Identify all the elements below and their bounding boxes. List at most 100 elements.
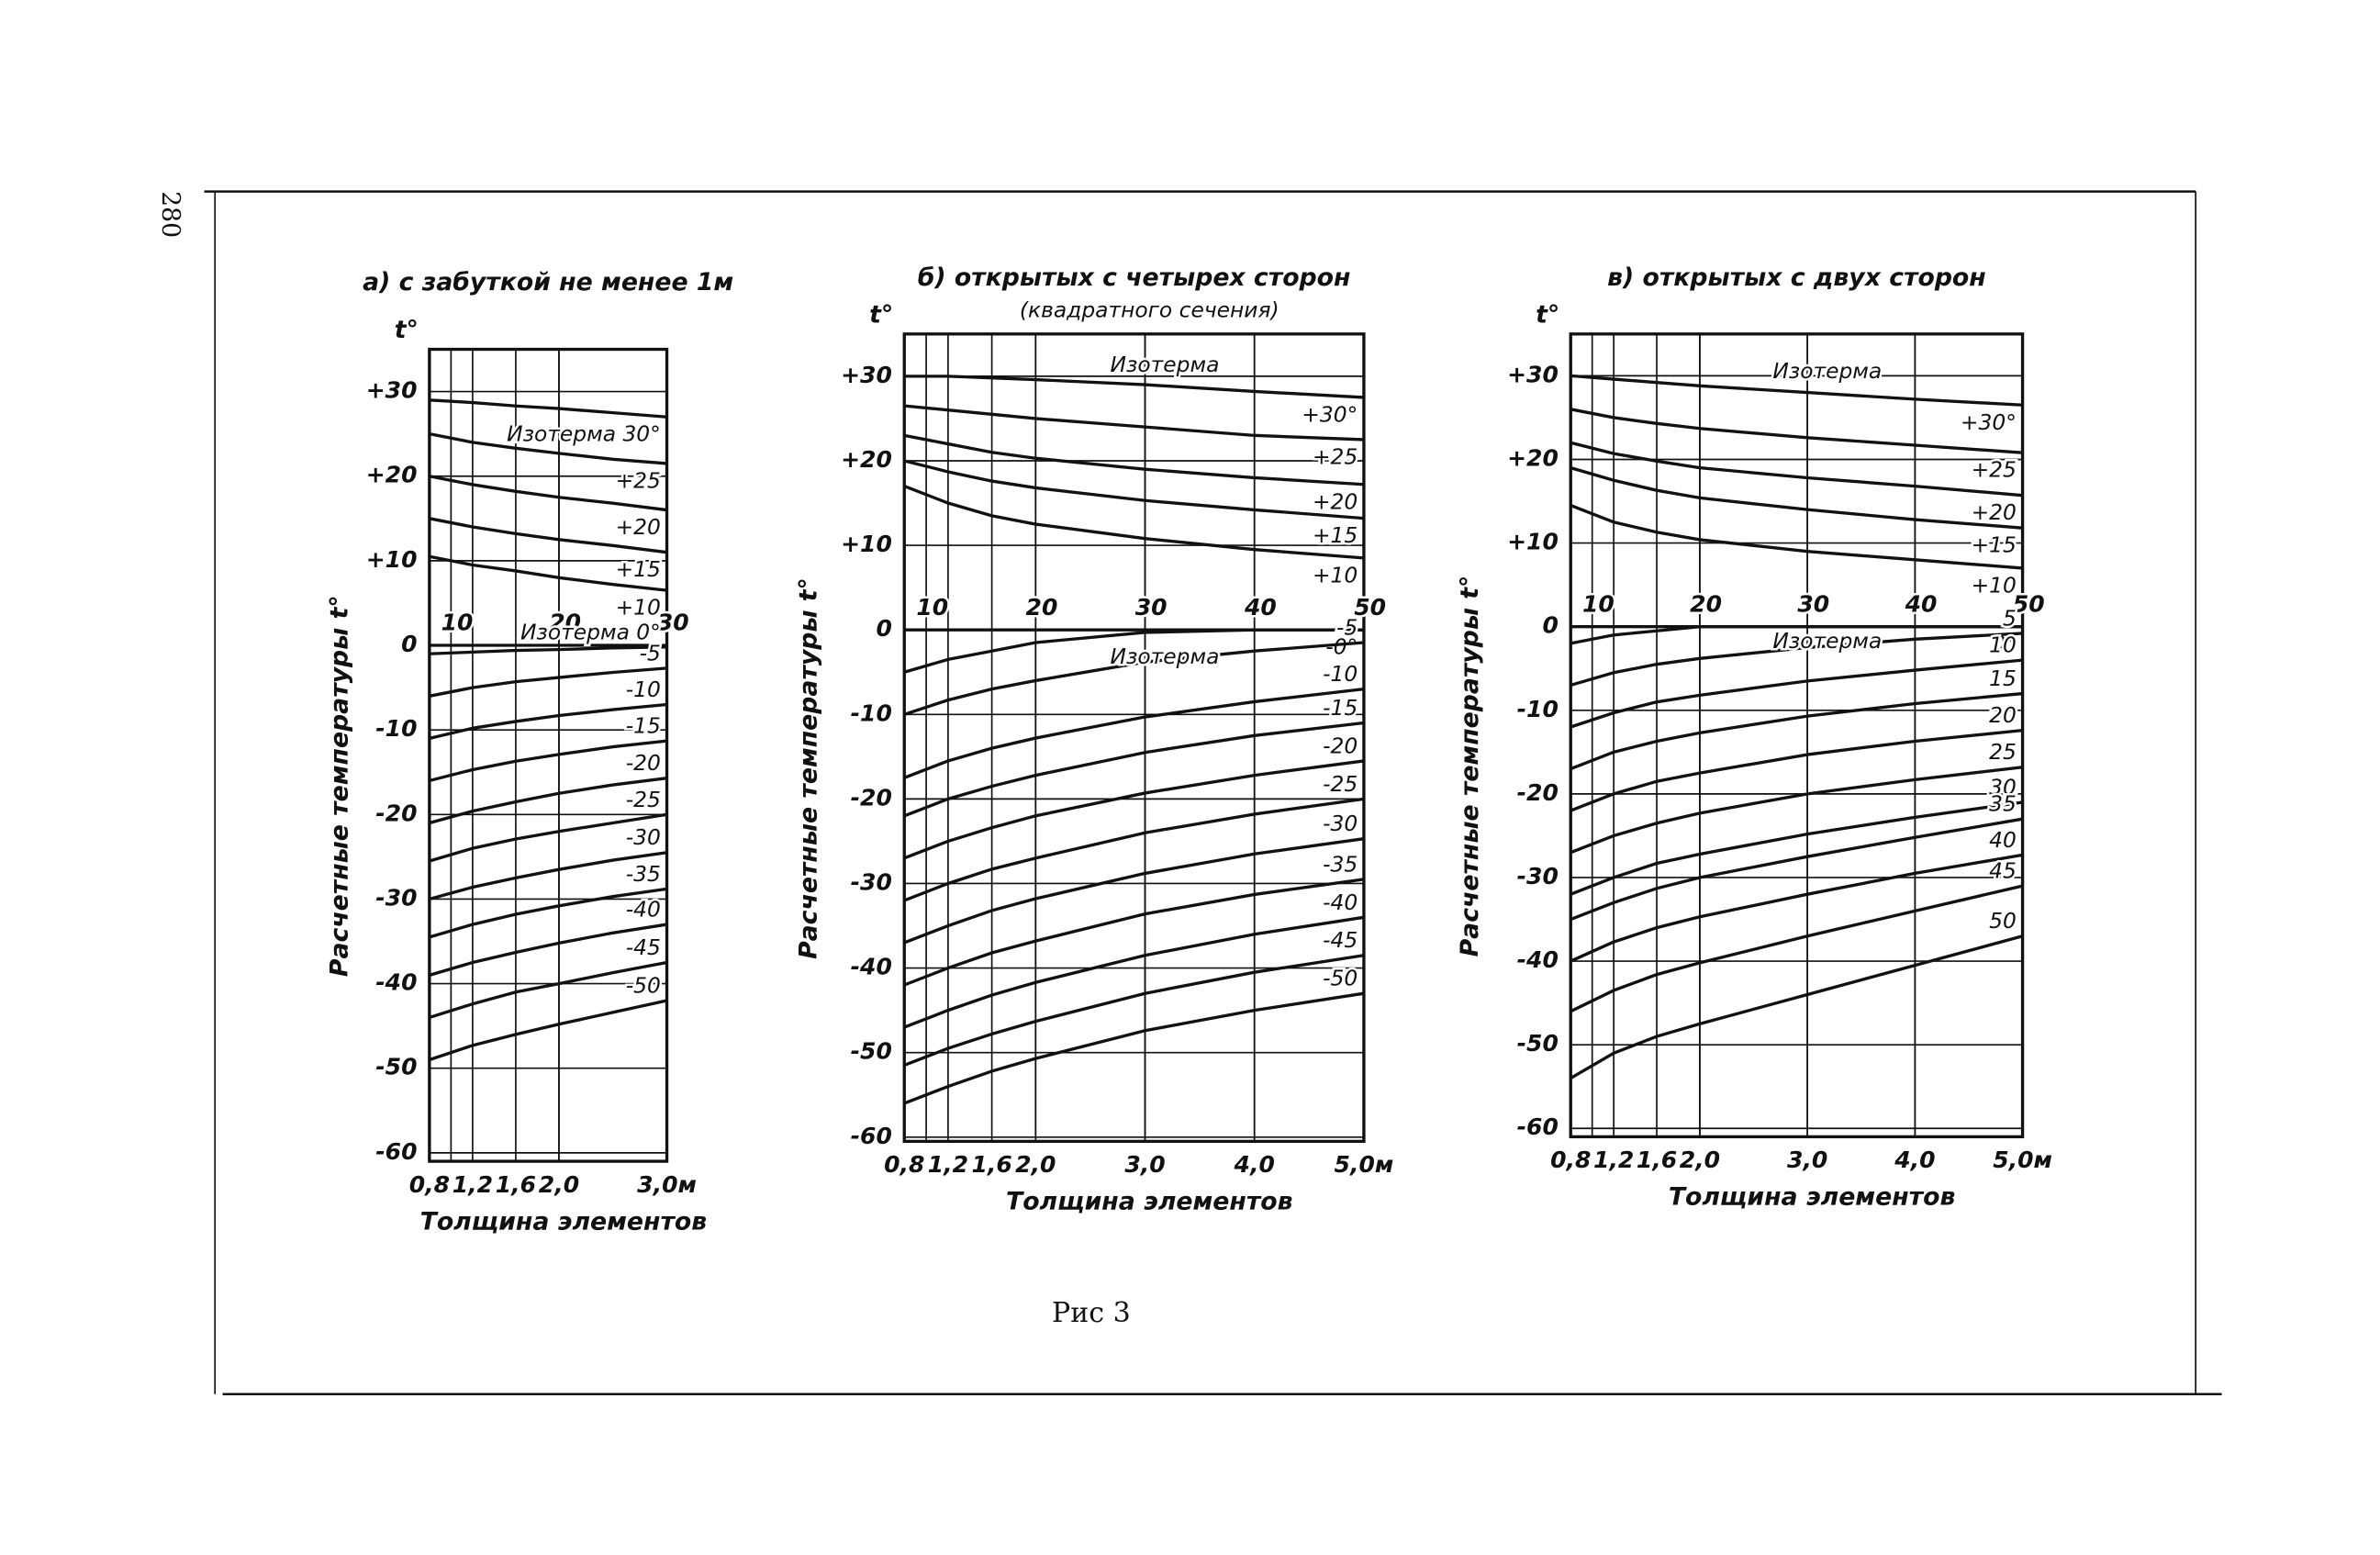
y-tick-label: -10	[1517, 696, 1559, 722]
y-tick-label: +10	[841, 531, 892, 557]
isotherm-label: +25	[1972, 457, 2017, 483]
isotherm-line	[903, 628, 1364, 674]
y-axis-label: Расчетные температуры t°	[1456, 576, 1484, 957]
isotherm-label: 50	[1989, 908, 2017, 934]
isotherm-line	[429, 960, 667, 1020]
y-tick-label: 0	[401, 631, 417, 657]
y-tick-label: -20	[851, 784, 892, 811]
isotherm-label: 15	[1989, 666, 2017, 691]
isotherm-label: 35	[1989, 791, 2017, 817]
y-tick-label: +30	[366, 377, 418, 404]
isotherm-line	[1570, 728, 2023, 812]
x-tick-label: 1,6	[971, 1151, 1011, 1178]
isotherm-annotation: Изотерма	[1772, 358, 1882, 384]
isotherm-label: +15	[1313, 522, 1358, 548]
isotherm-line	[429, 923, 667, 977]
isotherm-label: -40	[1323, 889, 1358, 915]
isotherm-label: Изотерма 0°	[520, 619, 661, 644]
isotherm-line	[429, 666, 667, 698]
x-tick-label: 2,0	[1015, 1151, 1056, 1178]
isotherm-line	[903, 433, 1365, 487]
y-tick-label: -60	[1517, 1113, 1559, 1140]
y-tick-label: 0	[876, 615, 891, 642]
isotherm-line	[429, 517, 667, 554]
isotherm-line	[429, 398, 667, 419]
x-tick-label: 1,2	[928, 1151, 968, 1178]
x2-tick-label: 50	[2013, 590, 2045, 617]
isotherm-line	[903, 687, 1365, 779]
isotherm-line	[903, 797, 1365, 902]
x2-tick-label: 20	[549, 610, 581, 636]
x-tick-label: 1,6	[1637, 1147, 1677, 1173]
x2-tick-label: 10	[1582, 590, 1615, 617]
x2-tick-label: 10	[916, 594, 948, 621]
y-tick-label: -40	[1517, 946, 1559, 973]
x-axis-label: Толщина элементов	[1669, 1183, 1956, 1212]
x-tick-label: 4,0	[1234, 1151, 1275, 1178]
y-tick-label: -40	[851, 954, 892, 980]
isotherm-line	[429, 739, 667, 783]
isotherm-label: -15	[1323, 695, 1358, 721]
y-axis-label: Расчетные температуры t°	[794, 577, 822, 959]
isotherm-line	[903, 954, 1365, 1068]
isotherm-label: +15	[616, 556, 661, 582]
x-tick-label: 3,0	[1787, 1147, 1827, 1173]
y-tick-label: +10	[1507, 529, 1559, 555]
x2-tick-label: 20	[1690, 590, 1722, 617]
isotherm-line	[429, 851, 667, 901]
isotherm-label: +20	[1972, 499, 2017, 525]
isotherm-label: 40	[1989, 827, 2017, 853]
isotherm-label: -50	[626, 972, 661, 998]
isotherm-line	[903, 459, 1365, 520]
isotherm-line	[1570, 853, 2023, 963]
y-top-label: t°	[869, 300, 893, 329]
y-tick-label: -50	[1517, 1030, 1559, 1057]
isotherm-line	[1570, 465, 2023, 530]
isotherm-label: Изотерма 30°	[507, 421, 661, 447]
isotherm-line	[429, 777, 667, 825]
isotherm-line	[1570, 766, 2023, 855]
isotherm-label: -20	[1323, 733, 1358, 758]
isotherm-line	[903, 641, 1365, 716]
x-tick-label: 0,8	[884, 1151, 924, 1178]
isotherm-line	[429, 475, 667, 512]
y-tick-label: +20	[366, 462, 418, 488]
isotherm-label: +20	[1313, 488, 1358, 514]
isotherm-annotation: Изотерма	[1110, 352, 1219, 377]
x-tick-label: 1,6	[496, 1171, 536, 1198]
x-tick-label: 1,2	[453, 1171, 493, 1198]
isotherm-label: 45	[1989, 858, 2017, 884]
isotherm-annotation: Изотерма	[1772, 628, 1882, 654]
y-tick-label: -50	[851, 1038, 892, 1065]
isotherm-line	[429, 887, 667, 939]
isotherm-line	[903, 721, 1365, 818]
x2-tick-label: 50	[1354, 594, 1386, 621]
y-tick-label: -40	[375, 969, 417, 996]
x-tick-label: 2,0	[539, 1171, 579, 1198]
isotherm-line	[1570, 374, 2023, 407]
y-axis-label: Расчетные температуры t°	[326, 595, 354, 977]
x2-tick-label: 30	[657, 610, 689, 636]
isotherm-line	[429, 812, 667, 863]
y-tick-label: -60	[375, 1138, 417, 1165]
x2-tick-label: 40	[1905, 590, 1938, 617]
y-tick-label: -30	[851, 868, 892, 895]
isotherm-label: +25	[616, 467, 661, 493]
x-tick-label: 1,2	[1593, 1147, 1634, 1173]
x2-tick-label: 10	[441, 610, 474, 636]
y-top-label: t°	[1536, 300, 1559, 329]
isotherm-line	[1570, 408, 2023, 454]
x-axis-label: Толщина элементов	[1006, 1188, 1293, 1216]
isotherm-label: 5	[2003, 605, 2017, 631]
isotherm-label: -5	[1336, 614, 1358, 640]
isotherm-label: +10	[1972, 572, 2017, 598]
isotherm-label: -45	[626, 934, 661, 960]
isotherm-label: +25	[1313, 443, 1358, 469]
isotherm-label: -35	[626, 861, 661, 887]
chart-subtitle: (квадратного сечения)	[1020, 296, 1279, 322]
y-tick-label: -10	[375, 715, 417, 742]
y-tick-label: +20	[1507, 444, 1559, 471]
isotherm-line	[904, 404, 1364, 442]
